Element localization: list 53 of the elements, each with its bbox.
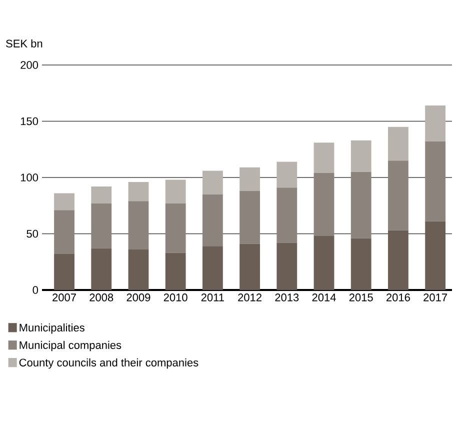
bar — [202, 170, 223, 194]
bar — [314, 142, 334, 173]
x-tick-label: 2008 — [90, 294, 114, 302]
x-tick-label: 2012 — [238, 294, 262, 302]
bar — [54, 193, 74, 210]
y-tick-label: 50 — [26, 230, 38, 238]
x-tick-label: 2009 — [126, 294, 150, 302]
bar — [91, 186, 112, 204]
bar — [128, 201, 149, 250]
bar — [388, 126, 408, 161]
x-tick-label: 2017 — [424, 294, 447, 302]
bar — [165, 203, 186, 253]
x-tick-label: 2013 — [275, 294, 299, 302]
x-tick-label: 2015 — [349, 294, 373, 302]
bar — [91, 248, 112, 290]
bar — [425, 142, 446, 222]
bar — [91, 203, 112, 248]
bar — [350, 238, 372, 290]
bar — [202, 194, 223, 246]
bar — [54, 210, 74, 254]
bar — [240, 244, 260, 290]
bar — [350, 140, 372, 172]
y-tick-label: 150 — [20, 117, 38, 126]
x-tick-label: 2007 — [52, 294, 76, 302]
bar — [128, 250, 149, 290]
bar — [276, 162, 298, 188]
bar — [165, 252, 186, 290]
x-tick-label: 2010 — [164, 294, 188, 302]
bar — [314, 236, 334, 290]
y-tick-label: 100 — [20, 174, 38, 182]
legend-label: County councils and their companies — [19, 358, 198, 369]
bar — [388, 160, 408, 230]
bar — [276, 188, 298, 243]
x-tick-label: 2016 — [386, 294, 410, 302]
bar — [165, 180, 186, 204]
bar — [240, 191, 260, 244]
bar — [314, 173, 334, 236]
y-tick-label: 200 — [20, 61, 38, 69]
y-axis-title: SEK bn — [6, 39, 42, 48]
y-tick-label: 0 — [32, 286, 38, 294]
bar — [240, 167, 260, 191]
legend-label: Municipal companies — [20, 340, 122, 352]
x-tick-label: 2011 — [201, 294, 224, 302]
bar — [425, 221, 446, 290]
bar — [350, 172, 372, 238]
legend-label: Municipalities — [20, 323, 84, 334]
bar — [54, 254, 74, 290]
bar — [276, 242, 298, 290]
bar — [425, 106, 446, 142]
bar — [202, 246, 223, 290]
x-tick-label: 2014 — [312, 294, 336, 302]
bar — [128, 182, 149, 202]
bar — [388, 230, 408, 290]
